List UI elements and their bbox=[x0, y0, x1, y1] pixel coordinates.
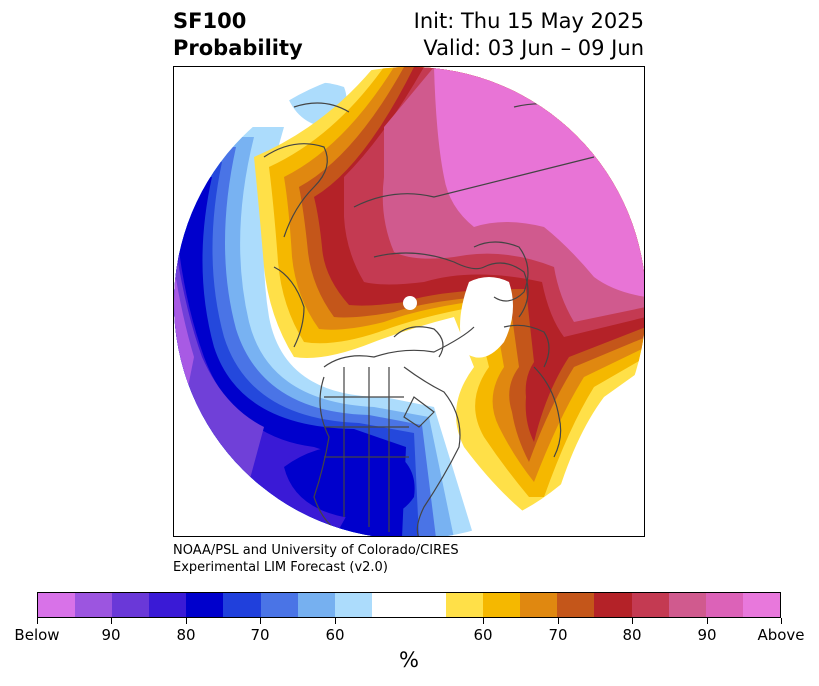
colorbar-tick bbox=[260, 618, 261, 624]
colorbar-tick bbox=[707, 618, 708, 624]
map-panel bbox=[173, 66, 645, 537]
colorbar-tick bbox=[37, 618, 38, 624]
below-contour bbox=[284, 444, 415, 520]
colorbar-cell bbox=[594, 593, 632, 617]
credit-text: NOAA/PSL and University of Colorado/CIRE… bbox=[173, 542, 459, 576]
colorbar-tick-label: Above bbox=[757, 626, 805, 644]
colorbar-cell bbox=[408, 593, 447, 617]
colorbar-cell bbox=[483, 593, 521, 617]
colorbar-cell bbox=[186, 593, 224, 617]
colorbar-cell bbox=[334, 593, 372, 617]
colorbar-tick-label: 70 bbox=[548, 626, 568, 644]
colorbar-cell bbox=[742, 593, 780, 617]
credit-line-2: Experimental LIM Forecast (v2.0) bbox=[173, 560, 388, 575]
colorbar-tick bbox=[186, 618, 187, 624]
colorbar-cell bbox=[38, 593, 76, 617]
colorbar-tick-label: 60 bbox=[325, 626, 345, 644]
colorbar-cell bbox=[223, 593, 261, 617]
colorbar-tick-label: 80 bbox=[176, 626, 196, 644]
colorbar-cell bbox=[260, 593, 298, 617]
pole-marker bbox=[403, 296, 417, 310]
probability-map bbox=[174, 67, 644, 536]
credit-line-1: NOAA/PSL and University of Colorado/CIRE… bbox=[173, 543, 459, 558]
colorbar-cell bbox=[446, 593, 484, 617]
colorbar-tick bbox=[781, 618, 782, 624]
colorbar-cell bbox=[75, 593, 113, 617]
colorbar-tick bbox=[483, 618, 484, 624]
colorbar-units-label: % bbox=[399, 648, 419, 672]
title-quantity: Probability bbox=[173, 36, 303, 60]
colorbar-cell bbox=[631, 593, 669, 617]
colorbar-tick-label: 90 bbox=[101, 626, 121, 644]
chart-title-left: SF100 Probability bbox=[173, 8, 303, 62]
title-valid-range: Valid: 03 Jun – 09 Jun bbox=[423, 36, 644, 60]
title-init-date: Init: Thu 15 May 2025 bbox=[413, 9, 644, 33]
colorbar-tick bbox=[632, 618, 633, 624]
chart-title-right: Init: Thu 15 May 2025 Valid: 03 Jun – 09… bbox=[414, 8, 644, 62]
colorbar-tick-label: Below bbox=[14, 626, 60, 644]
colorbar-tick bbox=[111, 618, 112, 624]
colorbar-cell bbox=[112, 593, 150, 617]
colorbar-cell bbox=[371, 593, 409, 617]
near-normal-patch bbox=[460, 277, 513, 358]
colorbar-cell bbox=[705, 593, 743, 617]
colorbar-cell bbox=[149, 593, 187, 617]
colorbar-tick bbox=[335, 618, 336, 624]
colorbar-cell bbox=[557, 593, 595, 617]
colorbar-tick bbox=[558, 618, 559, 624]
colorbar-tick-label: 90 bbox=[697, 626, 717, 644]
title-variable: SF100 bbox=[173, 9, 247, 33]
colorbar-tick-label: 60 bbox=[473, 626, 493, 644]
colorbar bbox=[37, 592, 781, 618]
colorbar-tick-label: 70 bbox=[250, 626, 270, 644]
colorbar-cell bbox=[668, 593, 706, 617]
colorbar-tick-label: 80 bbox=[622, 626, 642, 644]
colorbar-cell bbox=[297, 593, 335, 617]
colorbar-cell bbox=[520, 593, 558, 617]
